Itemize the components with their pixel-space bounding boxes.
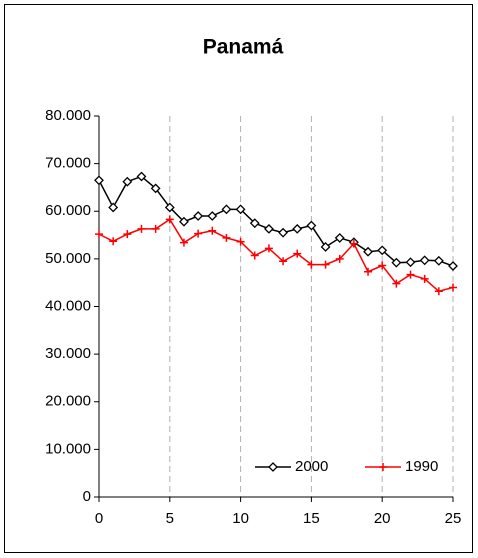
marker xyxy=(164,202,175,213)
y-tick-label: 70.000 xyxy=(45,155,91,172)
y-tick-label: 20.000 xyxy=(45,393,91,410)
legend-marker xyxy=(379,463,387,471)
marker xyxy=(235,204,246,215)
x-tick-label: 25 xyxy=(445,510,462,527)
marker xyxy=(321,260,330,269)
marker xyxy=(250,251,259,260)
marker xyxy=(109,237,118,246)
marker xyxy=(448,261,458,271)
marker xyxy=(320,242,331,252)
marker xyxy=(123,230,132,239)
marker xyxy=(364,267,373,276)
marker xyxy=(449,283,457,292)
marker xyxy=(433,255,444,266)
y-tick-label: 50.000 xyxy=(45,250,91,267)
marker xyxy=(419,255,430,266)
marker xyxy=(194,229,203,238)
marker xyxy=(249,218,260,229)
x-tick-label: 15 xyxy=(303,510,320,527)
marker xyxy=(150,183,161,194)
marker xyxy=(221,204,232,215)
marker xyxy=(207,211,218,221)
marker xyxy=(378,261,387,270)
marker xyxy=(292,223,303,234)
marker xyxy=(363,246,373,257)
marker xyxy=(208,226,217,235)
marker xyxy=(193,211,204,221)
marker xyxy=(264,244,273,253)
marker xyxy=(434,287,443,296)
marker xyxy=(377,245,388,256)
x-tick-label: 20 xyxy=(374,510,391,527)
chart-border xyxy=(4,4,473,553)
marker xyxy=(179,238,188,247)
chart-title: Panamá xyxy=(203,36,284,59)
marker xyxy=(392,279,401,288)
marker xyxy=(108,202,119,213)
marker xyxy=(151,224,160,233)
marker xyxy=(391,257,402,268)
y-tick-label: 30.000 xyxy=(45,345,91,362)
marker xyxy=(307,260,316,269)
marker xyxy=(334,233,345,243)
legend-label: 2000 xyxy=(295,458,328,475)
marker xyxy=(179,216,189,227)
marker xyxy=(335,254,344,263)
marker xyxy=(136,171,147,182)
y-tick-label: 80.000 xyxy=(45,107,91,124)
legend-label: 1990 xyxy=(405,458,438,475)
marker xyxy=(94,175,104,186)
marker xyxy=(122,176,133,187)
marker xyxy=(279,257,288,266)
marker xyxy=(306,220,317,231)
marker xyxy=(405,257,416,268)
x-tick-label: 10 xyxy=(232,510,249,527)
marker xyxy=(95,230,103,239)
legend-marker xyxy=(268,462,278,472)
marker xyxy=(222,233,231,242)
y-tick-label: 60.000 xyxy=(45,202,91,219)
marker xyxy=(406,270,415,279)
y-tick-label: 40.000 xyxy=(45,297,91,314)
y-tick-label: 10.000 xyxy=(45,440,91,457)
series-line xyxy=(98,218,454,293)
marker xyxy=(278,227,288,238)
marker xyxy=(165,215,174,224)
marker xyxy=(349,239,358,248)
marker xyxy=(264,223,274,234)
marker xyxy=(137,224,146,233)
x-tick-label: 5 xyxy=(166,510,174,527)
marker xyxy=(420,274,429,283)
x-tick-label: 0 xyxy=(95,510,103,527)
y-tick-label: 0 xyxy=(83,488,91,505)
marker xyxy=(293,249,302,258)
marker xyxy=(236,237,245,246)
